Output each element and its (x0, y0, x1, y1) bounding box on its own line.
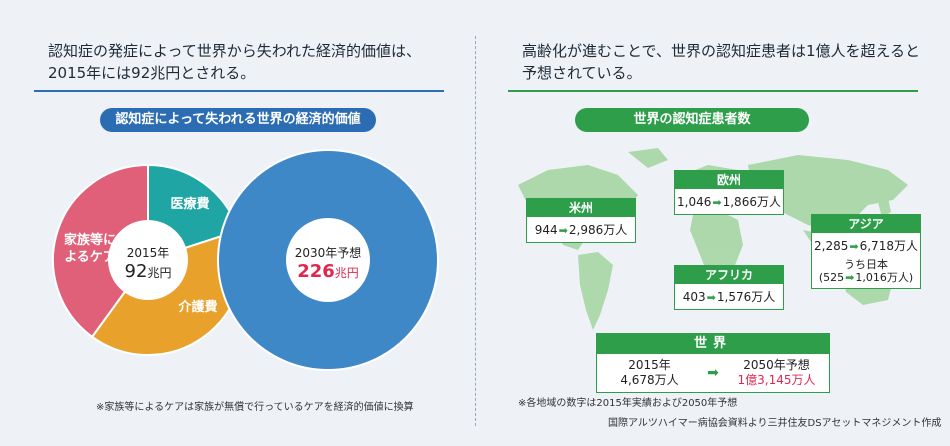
region-europe-title: 欧州 (675, 171, 783, 189)
region-europe-values: 1,046➡1,866万人 (677, 195, 781, 209)
arrow-icon: ➡ (707, 365, 719, 381)
pie-2015 (52, 163, 244, 356)
japan-label: うち日本 (844, 258, 888, 271)
left-note: ※家族等によるケアは家族が無償で行っているケアを経済的価値に換算 (96, 402, 414, 413)
left-headline: 認知症の発症によって世界から失われた経済的価値は、2015年には92兆円とされる… (48, 42, 422, 82)
region-africa-title: アフリカ (675, 266, 783, 284)
left-rule (34, 90, 444, 92)
label-care: 介護費 (178, 300, 218, 315)
region-africa: アフリカ 403➡1,576万人 (674, 265, 784, 310)
world-2015: 2015年 4,678万人 (597, 354, 702, 392)
center-2015: 2015年 92兆円 (108, 244, 188, 282)
right-note-1: ※各地域の数字は2015年実績および2050年予想 (518, 398, 738, 409)
left-panel: 認知症の発症によって世界から失われた経済的価値は、2015年には92兆円とされる… (34, 42, 444, 413)
world-2050-value: 1億3,145万人 (737, 373, 816, 387)
label-medical: 医療費 (170, 197, 210, 212)
world-2015-value: 4,678万人 (620, 373, 679, 387)
arrow-icon: ➡ (706, 291, 716, 304)
region-america-title: 米州 (527, 199, 635, 217)
japan-values: (525➡1,016万人) (818, 271, 914, 284)
right-headline: 高齢化が進むことで、世界の認知症患者は1億人を超えると予想されている。 (522, 42, 921, 82)
arrow-icon: ➡ (558, 224, 568, 237)
world-title: 世界 (597, 334, 829, 354)
economic-value-chart (52, 149, 439, 371)
center-2030-value: 226兆円 (297, 261, 359, 282)
arrow-icon: ➡ (845, 271, 855, 284)
center-2030-label: 2030年予想 (294, 246, 362, 260)
right-pill: 世界の認知症患者数 (575, 108, 809, 132)
world-2050-label: 2050年予想 (743, 358, 810, 372)
world-2050: 2050年予想 1億3,145万人 (724, 354, 829, 392)
region-america-values: 944➡2,986万人 (534, 223, 628, 237)
region-asia-title: アジア (812, 215, 920, 233)
center-2030: 2030年予想 226兆円 (278, 244, 378, 282)
label-family: 家族等に よるケア (63, 233, 116, 265)
world-2015-label: 2015年 (628, 358, 671, 372)
arrow-icon: ➡ (849, 240, 859, 253)
donut-2030-hole (286, 218, 370, 302)
panel-divider (475, 36, 476, 426)
donut-2030 (217, 149, 439, 371)
world-total-box: 世界 2015年 4,678万人 ➡ 2050年予想 1億3,145万人 (596, 333, 830, 393)
region-asia: アジア 2,285➡6,718万人 うち日本 (525➡1,016万人) (811, 214, 921, 289)
region-europe: 欧州 1,046➡1,866万人 (674, 170, 784, 215)
region-america: 米州 944➡2,986万人 (526, 198, 636, 243)
right-note-2: 国際アルツハイマー病協会資料より三井住友DSアセットマネジメント作成 (608, 418, 942, 429)
center-2015-value: 92兆円 (124, 261, 172, 282)
pie-2015-hole (108, 220, 188, 300)
slice-family (52, 163, 149, 339)
arrow-icon: ➡ (712, 196, 722, 209)
right-panel: 高齢化が進むことで、世界の認知症患者は1億人を超えると予想されている。 世界の認… (478, 0, 950, 446)
right-rule (508, 90, 918, 92)
left-pill: 認知症によって失われる世界の経済的価値 (100, 108, 376, 132)
region-asia-values: 2,285➡6,718万人 (814, 239, 918, 253)
center-2015-label: 2015年 (126, 246, 170, 260)
region-japan: うち日本 (525➡1,016万人) (812, 258, 920, 288)
region-africa-values: 403➡1,576万人 (682, 290, 776, 304)
